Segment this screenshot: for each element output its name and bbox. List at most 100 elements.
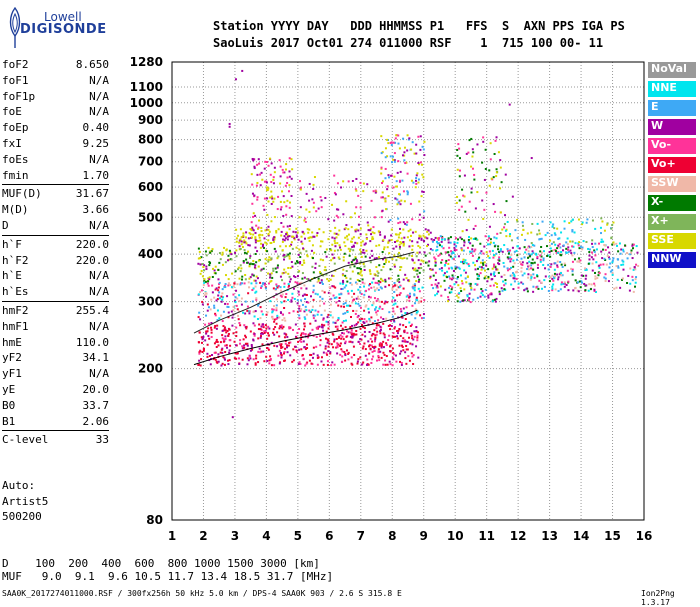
- echo-point: [382, 239, 385, 242]
- echo-point: [233, 357, 236, 360]
- echo-point: [199, 272, 202, 275]
- echo-point: [576, 260, 579, 263]
- echo-point: [271, 308, 274, 311]
- echo-point: [322, 363, 325, 366]
- echo-point: [467, 263, 470, 266]
- echo-point: [382, 363, 385, 366]
- echo-point: [319, 295, 322, 298]
- echo-point: [223, 363, 226, 366]
- echo-point: [458, 169, 461, 172]
- echo-point: [282, 171, 285, 174]
- echo-point: [463, 299, 466, 302]
- echo-point: [382, 351, 385, 354]
- echo-point: [417, 280, 420, 283]
- echo-point: [375, 244, 378, 247]
- echo-point: [303, 284, 306, 287]
- echo-point: [532, 285, 535, 288]
- echo-point: [498, 259, 501, 262]
- echo-point: [319, 258, 322, 261]
- echo-point: [359, 306, 362, 309]
- echo-point: [393, 281, 396, 284]
- echo-point: [611, 272, 614, 275]
- echo-point: [349, 340, 352, 343]
- echo-point: [212, 358, 215, 361]
- echo-point: [272, 287, 275, 290]
- echo-point: [224, 274, 227, 277]
- echo-point: [363, 243, 366, 246]
- echo-point: [341, 331, 344, 334]
- echo-point: [341, 335, 344, 338]
- echo-point: [448, 246, 451, 249]
- echo-point: [357, 229, 360, 232]
- echo-point: [216, 361, 219, 364]
- echo-point: [458, 267, 461, 270]
- echo-point: [372, 301, 375, 304]
- echo-point: [269, 280, 272, 283]
- echo-point: [447, 296, 450, 299]
- echo-point: [474, 224, 477, 227]
- echo-point: [487, 255, 490, 258]
- echo-point: [281, 249, 284, 252]
- echo-point: [356, 278, 359, 281]
- echo-point: [539, 238, 542, 241]
- echo-point: [327, 321, 330, 324]
- echo-point: [531, 258, 534, 261]
- echo-point: [566, 269, 569, 272]
- echo-point: [250, 229, 253, 232]
- echo-point: [344, 342, 347, 345]
- echo-point: [543, 279, 546, 282]
- echo-point: [312, 289, 315, 292]
- echo-point: [209, 262, 212, 265]
- echo-point: [219, 351, 222, 354]
- echo-point: [309, 236, 312, 239]
- echo-point: [347, 351, 350, 354]
- echo-point: [221, 334, 224, 337]
- echo-point: [463, 195, 466, 198]
- echo-point: [394, 299, 397, 302]
- echo-point: [291, 235, 294, 238]
- echo-point: [440, 240, 443, 243]
- echo-point: [600, 217, 603, 220]
- echo-point: [356, 360, 359, 363]
- echo-point: [411, 244, 414, 247]
- echo-point: [400, 266, 403, 269]
- echo-point: [562, 249, 565, 252]
- legend-item-x-: X+: [648, 214, 696, 230]
- param-row-18: yF2 34.1: [2, 350, 109, 366]
- echo-point: [247, 310, 250, 313]
- echo-point: [278, 159, 281, 162]
- echo-point: [383, 263, 386, 266]
- echo-point: [217, 360, 220, 363]
- echo-point: [569, 240, 572, 243]
- echo-point: [336, 325, 339, 328]
- echo-point: [299, 282, 302, 285]
- echo-point: [459, 157, 462, 160]
- echo-point: [253, 315, 256, 318]
- param-row-22: B1 2.06: [2, 414, 109, 430]
- echo-point: [482, 252, 485, 255]
- echo-point: [299, 186, 302, 189]
- echo-point: [273, 344, 276, 347]
- echo-point: [353, 353, 356, 356]
- echo-point: [270, 272, 273, 275]
- echo-point: [293, 238, 296, 241]
- echo-point: [366, 358, 369, 361]
- echo-point: [392, 247, 395, 250]
- echo-point: [493, 236, 496, 239]
- param-name: hmF1: [2, 319, 29, 333]
- echo-point: [594, 277, 597, 280]
- echo-point: [223, 246, 226, 249]
- echo-point: [281, 327, 284, 330]
- echo-point: [331, 274, 334, 277]
- echo-point: [332, 346, 335, 349]
- echo-point: [342, 256, 345, 259]
- echo-point: [275, 307, 278, 310]
- echo-point: [256, 173, 259, 176]
- echo-point: [404, 273, 407, 276]
- echo-point: [351, 336, 354, 339]
- echo-point: [515, 218, 518, 221]
- echo-point: [409, 292, 412, 295]
- echo-point: [398, 251, 401, 254]
- echo-point: [202, 349, 205, 352]
- echo-point: [422, 260, 425, 263]
